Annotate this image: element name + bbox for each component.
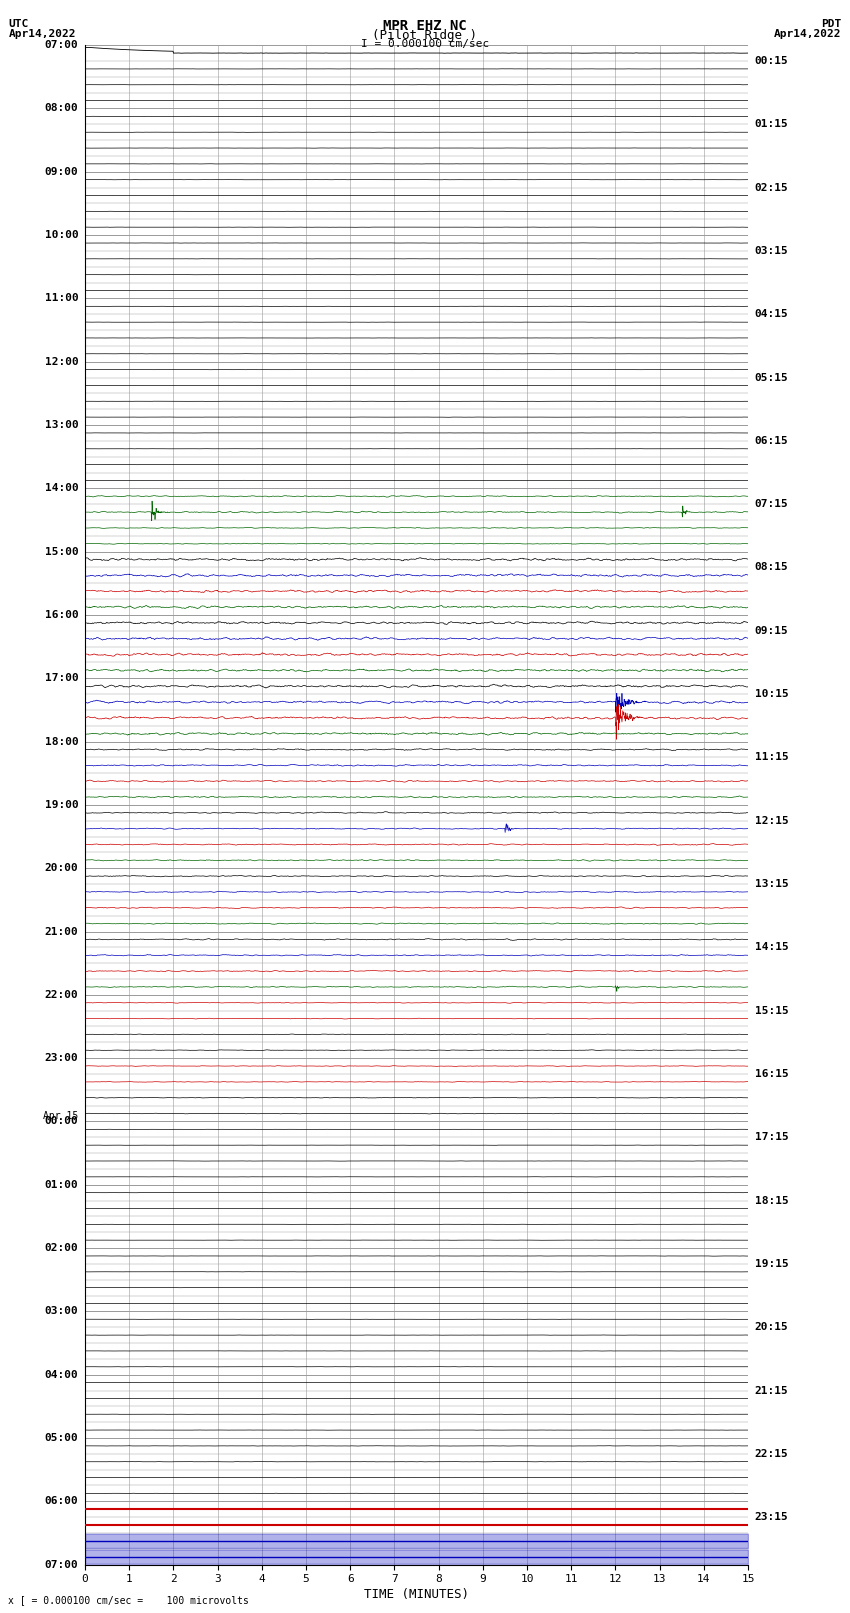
Text: 00:00: 00:00 xyxy=(44,1116,78,1126)
Text: 16:15: 16:15 xyxy=(755,1069,789,1079)
Text: 21:15: 21:15 xyxy=(755,1386,789,1395)
Text: Apr 15: Apr 15 xyxy=(43,1111,78,1121)
Text: 14:15: 14:15 xyxy=(755,942,789,952)
Text: 07:15: 07:15 xyxy=(755,498,789,510)
X-axis label: TIME (MINUTES): TIME (MINUTES) xyxy=(364,1589,469,1602)
Text: 23:15: 23:15 xyxy=(755,1511,789,1523)
Text: 15:15: 15:15 xyxy=(755,1005,789,1016)
Text: 18:15: 18:15 xyxy=(755,1195,789,1205)
Text: 22:15: 22:15 xyxy=(755,1448,789,1458)
Text: 08:15: 08:15 xyxy=(755,563,789,573)
Text: I = 0.000100 cm/sec: I = 0.000100 cm/sec xyxy=(361,39,489,48)
Text: 22:00: 22:00 xyxy=(44,990,78,1000)
Text: 04:15: 04:15 xyxy=(755,310,789,319)
Text: 15:00: 15:00 xyxy=(44,547,78,556)
Text: Apr14,2022: Apr14,2022 xyxy=(774,29,842,39)
Text: 00:15: 00:15 xyxy=(755,56,789,66)
Text: 11:00: 11:00 xyxy=(44,294,78,303)
Text: 21:00: 21:00 xyxy=(44,926,78,937)
Text: 19:00: 19:00 xyxy=(44,800,78,810)
Text: 16:00: 16:00 xyxy=(44,610,78,619)
Text: 10:15: 10:15 xyxy=(755,689,789,698)
Text: 04:00: 04:00 xyxy=(44,1369,78,1379)
Text: 02:15: 02:15 xyxy=(755,182,789,192)
Text: Apr14,2022: Apr14,2022 xyxy=(8,29,76,39)
Text: 08:00: 08:00 xyxy=(44,103,78,113)
Text: 17:00: 17:00 xyxy=(44,673,78,684)
Text: 05:15: 05:15 xyxy=(755,373,789,382)
Text: 13:15: 13:15 xyxy=(755,879,789,889)
Text: x [ = 0.000100 cm/sec =    100 microvolts: x [ = 0.000100 cm/sec = 100 microvolts xyxy=(8,1595,249,1605)
Text: 09:00: 09:00 xyxy=(44,166,78,177)
Text: PDT: PDT xyxy=(821,19,842,29)
Text: 07:00: 07:00 xyxy=(44,1560,78,1569)
Text: 07:00: 07:00 xyxy=(44,40,78,50)
Text: 01:15: 01:15 xyxy=(755,119,789,129)
Text: 19:15: 19:15 xyxy=(755,1258,789,1269)
Text: 18:00: 18:00 xyxy=(44,737,78,747)
Text: 03:15: 03:15 xyxy=(755,245,789,256)
Text: 06:00: 06:00 xyxy=(44,1497,78,1507)
Text: 06:15: 06:15 xyxy=(755,436,789,445)
Text: 11:15: 11:15 xyxy=(755,752,789,763)
Text: 20:00: 20:00 xyxy=(44,863,78,873)
Text: 12:00: 12:00 xyxy=(44,356,78,366)
Text: 20:15: 20:15 xyxy=(755,1323,789,1332)
Text: 12:15: 12:15 xyxy=(755,816,789,826)
Text: 03:00: 03:00 xyxy=(44,1307,78,1316)
Text: 17:15: 17:15 xyxy=(755,1132,789,1142)
Text: 23:00: 23:00 xyxy=(44,1053,78,1063)
Text: 05:00: 05:00 xyxy=(44,1432,78,1444)
Text: 09:15: 09:15 xyxy=(755,626,789,636)
Text: MPR EHZ NC: MPR EHZ NC xyxy=(383,19,467,34)
Text: 13:00: 13:00 xyxy=(44,419,78,431)
Text: 01:00: 01:00 xyxy=(44,1179,78,1190)
Text: (Pilot Ridge ): (Pilot Ridge ) xyxy=(372,29,478,42)
Text: 10:00: 10:00 xyxy=(44,231,78,240)
Text: UTC: UTC xyxy=(8,19,29,29)
Text: 02:00: 02:00 xyxy=(44,1244,78,1253)
Text: 14:00: 14:00 xyxy=(44,484,78,494)
